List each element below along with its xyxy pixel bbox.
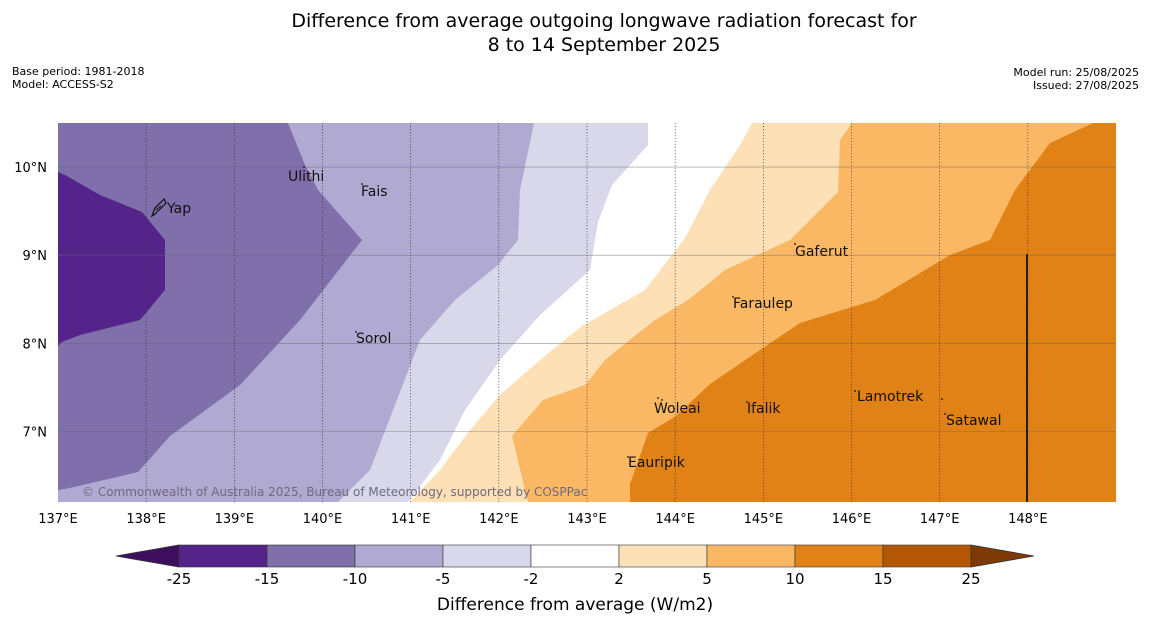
meta-left: Base period: 1981-2018 Model: ACCESS-S2 (12, 65, 144, 91)
place-label-satawal: Satawal (946, 413, 1001, 429)
longitude-tick-label: 141°E (391, 512, 431, 527)
place-label-ulithi: Ulithi (288, 169, 324, 185)
title-line-2: 8 to 14 September 2025 (487, 34, 721, 56)
colorbar-cell (442, 544, 532, 568)
woleai-marker-2 (661, 399, 663, 401)
place-label-gaferut: Gaferut (795, 244, 849, 260)
latitude-tick-label: 9°N (23, 249, 48, 264)
longitude-tick-labels: 137°E 138°E 139°E 140°E 141°E 142°E 143°E 144°E… (38, 512, 1047, 527)
colorbar-cells (178, 544, 972, 568)
longitude-tick-label: 137°E (38, 512, 78, 527)
faraulep-marker (732, 296, 734, 298)
colorbar-cell (266, 544, 356, 568)
place-labels: Yap Ulithi Fais Gaferut Faraulep Sorol L… (166, 169, 1001, 471)
extra-islet-marker (941, 398, 943, 400)
contour-band-pos10-pos15 (630, 123, 1116, 502)
latitude-tick-label: 8°N (23, 337, 48, 352)
latitude-tick-label: 10°N (14, 161, 47, 176)
colorbar-cell (882, 544, 972, 568)
colorbar-tick-label: -10 (343, 570, 368, 588)
colorbar-tick-label: 2 (614, 570, 624, 588)
longitude-tick-label: 140°E (303, 512, 343, 527)
place-label-eauripik: Eauripik (628, 455, 686, 471)
colorbar-tick-label: -25 (167, 570, 192, 588)
colorbar-tick-labels: -25 -15 -10 -5 -2 2 5 10 15 25 (167, 570, 981, 588)
sorol-marker (355, 331, 357, 333)
colorbar-cell (794, 544, 884, 568)
island-markers (303, 166, 946, 458)
colorbar-extend-low (115, 544, 180, 568)
place-label-ifalik: Ifalik (747, 401, 781, 417)
longitude-tick-label: 144°E (655, 512, 695, 527)
title-line-1: Difference from average outgoing longwav… (291, 10, 917, 32)
contour-band-neg25-neg15 (58, 172, 165, 346)
longitude-tick-label: 138°E (126, 512, 166, 527)
issued-date: Issued: 27/08/2025 (1032, 79, 1139, 92)
colorbar-tick-label: -15 (255, 570, 280, 588)
model-name: Model: ACCESS-S2 (12, 78, 114, 91)
colorbar-tick-label: 10 (785, 570, 804, 588)
colorbar-tick-label: -2 (524, 570, 539, 588)
colorbar-cell (706, 544, 796, 568)
base-period: Base period: 1981-2018 (12, 65, 145, 78)
copyright-notice: © Commonwealth of Australia 2025, Bureau… (82, 485, 587, 499)
longitude-tick-label: 139°E (215, 512, 255, 527)
latitude-tick-labels: 10°N 9°N 8°N 7°N (14, 161, 47, 440)
map-title: Difference from average outgoing longwav… (0, 9, 1150, 57)
colorbar-tick-label: 15 (873, 570, 892, 588)
colorbar-cell (618, 544, 708, 568)
fais-marker (361, 183, 363, 185)
ifalik-marker (746, 401, 748, 403)
colorbar-extend-high (970, 544, 1035, 568)
colorbar-tick-label: -5 (436, 570, 451, 588)
longitude-tick-label: 147°E (920, 512, 960, 527)
yap-island-shape (150, 197, 167, 218)
colorbar-cell (530, 544, 620, 568)
longitude-tick-label: 146°E (832, 512, 872, 527)
colorbar-tick-label: 5 (702, 570, 712, 588)
eauripik-marker (627, 456, 629, 458)
satawal-marker (944, 413, 946, 415)
latitude-tick-label: 7°N (23, 425, 48, 440)
colorbar-cell (178, 544, 268, 568)
place-label-sorol: Sorol (356, 331, 391, 347)
longitude-tick-label: 142°E (479, 512, 519, 527)
lamotrek-marker (854, 390, 856, 392)
colorbar-title: Difference from average (W/m2) (437, 595, 713, 615)
place-label-yap: Yap (166, 201, 191, 217)
longitude-tick-label: 145°E (744, 512, 784, 527)
longitude-tick-label: 143°E (567, 512, 607, 527)
colorbar-tick-label: 25 (961, 570, 980, 588)
model-run: Model run: 25/08/2025 (1013, 66, 1139, 79)
gaferut-marker (794, 243, 796, 245)
colorbar: -25 -15 -10 -5 -2 2 5 10 15 25 Difference from av… (115, 544, 1035, 615)
woleai-marker-1 (657, 397, 659, 399)
place-label-lamotrek: Lamotrek (857, 389, 924, 405)
longitude-tick-label: 148°E (1008, 512, 1048, 527)
meta-right: Model run: 25/08/2025 Issued: 27/08/2025 (1013, 66, 1139, 92)
place-label-woleai: Woleai (654, 401, 701, 417)
ulithi-marker (303, 166, 305, 168)
colorbar-cell (354, 544, 444, 568)
place-label-faraulep: Faraulep (733, 296, 793, 312)
place-label-fais: Fais (361, 184, 388, 200)
